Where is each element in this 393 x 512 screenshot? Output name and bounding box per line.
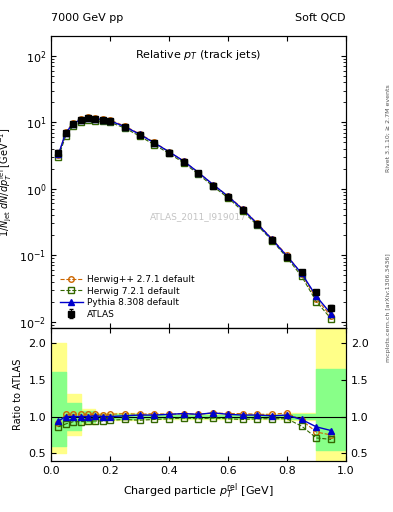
- Text: Relative $p_T$ (track jets): Relative $p_T$ (track jets): [135, 48, 262, 61]
- Text: mcplots.cern.ch [arXiv:1306.3436]: mcplots.cern.ch [arXiv:1306.3436]: [386, 253, 391, 361]
- Text: Soft QCD: Soft QCD: [296, 13, 346, 23]
- Text: ATLAS_2011_I919017: ATLAS_2011_I919017: [150, 212, 247, 222]
- Y-axis label: $1/N_\mathrm{jet}\;dN/dp_T^\mathrm{rel}\;[\mathrm{GeV}^{-1}]$: $1/N_\mathrm{jet}\;dN/dp_T^\mathrm{rel}\…: [0, 127, 14, 237]
- Text: Rivet 3.1.10; ≥ 2.7M events: Rivet 3.1.10; ≥ 2.7M events: [386, 84, 391, 172]
- X-axis label: Charged particle $p_T^\mathrm{rel}$ [GeV]: Charged particle $p_T^\mathrm{rel}$ [GeV…: [123, 481, 274, 501]
- Y-axis label: Ratio to ATLAS: Ratio to ATLAS: [13, 359, 23, 430]
- Text: 7000 GeV pp: 7000 GeV pp: [51, 13, 123, 23]
- Legend: Herwig++ 2.7.1 default, Herwig 7.2.1 default, Pythia 8.308 default, ATLAS: Herwig++ 2.7.1 default, Herwig 7.2.1 def…: [55, 270, 199, 324]
